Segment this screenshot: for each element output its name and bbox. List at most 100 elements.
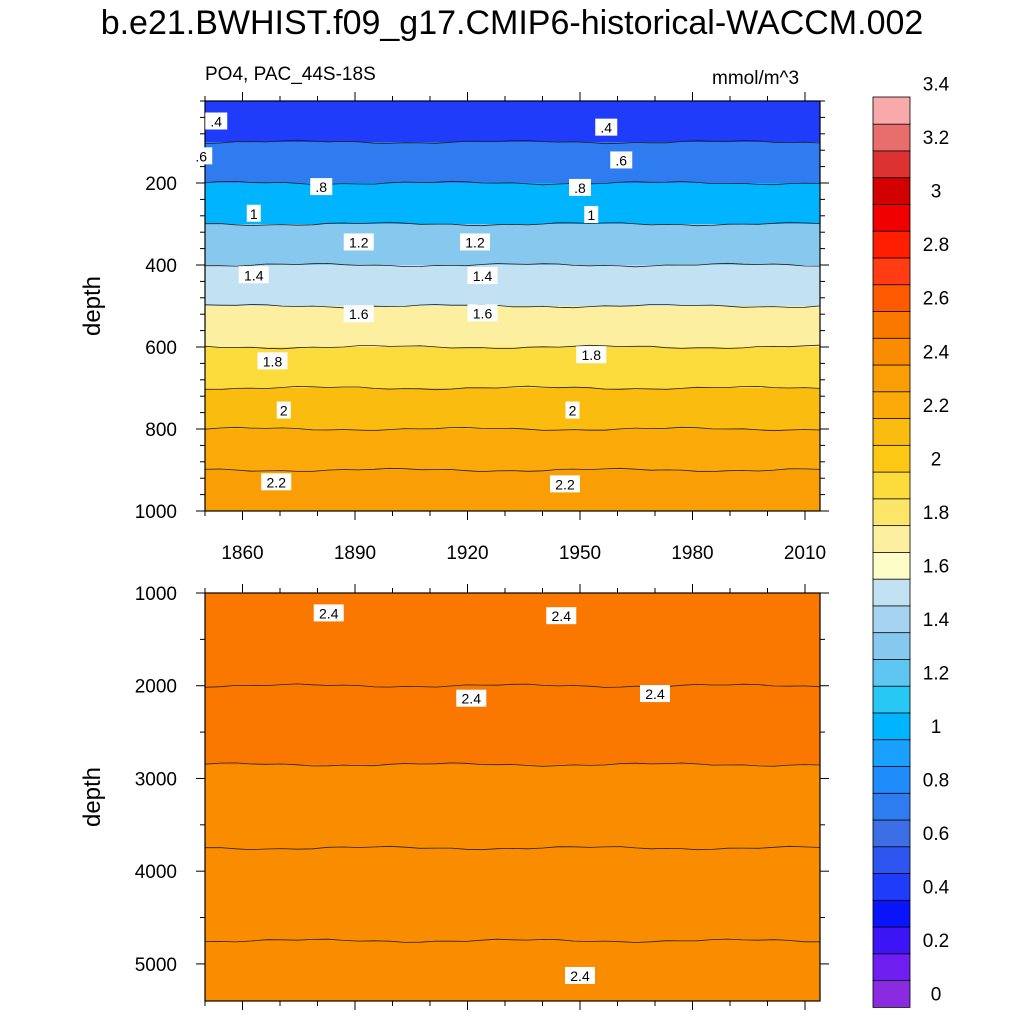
colorbar-swatch (872, 926, 911, 955)
y-tick-label: 200 (145, 174, 177, 195)
colorbar-swatch (872, 738, 911, 767)
colorbar-swatch (872, 96, 911, 125)
colorbar-swatch (872, 283, 911, 312)
contour-label: 1 (246, 204, 261, 222)
contour-label: 2.4 (456, 689, 487, 707)
contour-line (205, 344, 820, 350)
contour-label: 2.2 (261, 473, 292, 491)
contour-label: 2 (276, 401, 291, 419)
contour-label: 2.2 (550, 475, 580, 493)
colorbar-label: 2.6 (923, 289, 949, 310)
svg-text:.4: .4 (210, 114, 222, 130)
colorbar-label: 0.8 (923, 771, 949, 792)
y-tick-label: 3000 (135, 769, 177, 790)
colorbar-swatch (872, 846, 911, 874)
colorbar-swatch (872, 899, 911, 928)
colorbar-swatch (872, 578, 911, 607)
contour-label: 2.4 (546, 607, 577, 625)
plot-frame (204, 100, 821, 512)
contour-label: 2 (565, 401, 580, 419)
colorbar-swatch (872, 792, 911, 821)
contour-label: 1.8 (257, 352, 288, 370)
contour-band (205, 685, 820, 766)
contour-band (205, 470, 820, 511)
svg-text:.4: .4 (600, 120, 612, 136)
colorbar-swatch (872, 765, 911, 794)
colorbar-swatch (872, 203, 911, 232)
contour-line (205, 139, 820, 145)
contour-line (205, 180, 820, 186)
colorbar-label: 1.6 (923, 556, 949, 577)
svg-text:2.2: 2.2 (267, 474, 287, 490)
colorbar-swatch (872, 631, 911, 660)
contour-label: 1 (584, 205, 599, 223)
colorbar-label: 2.4 (923, 342, 950, 363)
contour-line (205, 304, 820, 309)
contour-label: 1.4 (238, 266, 269, 284)
svg-text:2: 2 (569, 403, 577, 419)
y-axis-label: depth (79, 276, 106, 336)
contour-line (205, 845, 820, 851)
svg-text:1.2: 1.2 (465, 234, 485, 250)
x-tick-label: 1890 (334, 543, 376, 564)
contour-band (205, 429, 820, 471)
contour-line (205, 262, 820, 268)
colorbar-swatch (872, 953, 911, 982)
variable-region-label: PO4, PAC_44S-18S (205, 64, 376, 85)
colorbar-swatch (872, 364, 911, 393)
svg-text:2.4: 2.4 (645, 686, 665, 702)
colorbar-label: 2.8 (923, 235, 949, 256)
colorbar-label: 1.4 (923, 610, 950, 631)
svg-text:1.4: 1.4 (473, 268, 493, 284)
contour-line (205, 683, 820, 688)
y-tick-label: 2000 (135, 677, 177, 698)
svg-text:1.6: 1.6 (349, 306, 369, 322)
svg-text:1.8: 1.8 (263, 353, 283, 369)
contour-band (205, 306, 820, 348)
y-tick-label: 4000 (135, 862, 177, 883)
x-tick-label: 1980 (671, 543, 713, 564)
svg-text:1: 1 (587, 207, 595, 223)
y-tick-label: 800 (145, 420, 177, 441)
colorbar-label: 1 (931, 717, 942, 738)
contour-band (205, 347, 820, 389)
colorbar-label: 1.2 (923, 663, 949, 684)
contour-label: 2.4 (565, 966, 595, 984)
colorbar-swatch (872, 257, 911, 286)
contour-label: .4 (205, 112, 228, 130)
svg-text:1.2: 1.2 (349, 234, 369, 250)
contour-line (205, 762, 820, 767)
contour-label: .6 (190, 147, 213, 165)
contour-label: 1.6 (343, 305, 374, 323)
colorbar-swatch (872, 150, 911, 179)
contour-band (205, 265, 820, 307)
colorbar-swatch (872, 712, 911, 741)
colorbar-label: 2.2 (923, 396, 949, 417)
svg-text:2.4: 2.4 (319, 605, 339, 621)
colorbar-label: 3.4 (923, 75, 950, 96)
colorbar-swatch (872, 685, 911, 714)
contour-line (205, 938, 820, 943)
y-tick-label: 5000 (135, 955, 177, 976)
contour-label: 1.2 (343, 233, 374, 251)
svg-text:.8: .8 (574, 180, 586, 196)
contour-label: 1.6 (467, 304, 498, 322)
upper-panel: 1860 1890 1920 1950 1980 2010 200 400 600 800 1000… (79, 92, 829, 564)
colorbar-label: 0.4 (923, 878, 950, 899)
contour-label: 1.4 (467, 267, 498, 285)
contour-label: 1.2 (460, 233, 490, 251)
contour-band (205, 142, 820, 184)
colorbar-label: 0.2 (923, 931, 949, 952)
colorbar-swatch (872, 524, 911, 553)
svg-text:2.4: 2.4 (552, 608, 572, 624)
svg-text:2: 2 (280, 403, 288, 419)
svg-text:1.4: 1.4 (244, 267, 264, 283)
colorbar-swatch (872, 417, 911, 446)
colorbar-swatch (872, 444, 911, 473)
contour-band (205, 593, 820, 687)
colorbar-swatch (872, 605, 911, 634)
contour-band (205, 940, 820, 1001)
contour-line (205, 426, 820, 432)
colorbar-swatch (872, 310, 911, 339)
contour-line (205, 385, 820, 391)
